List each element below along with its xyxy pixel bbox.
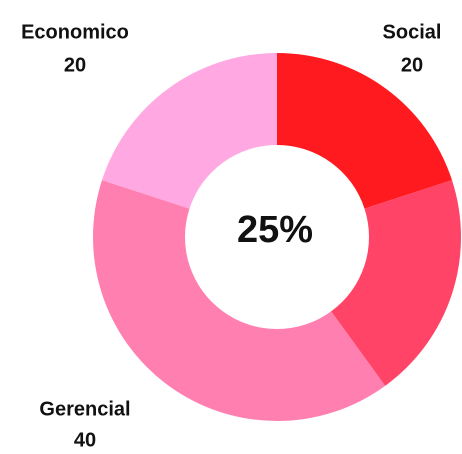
donut-segment <box>331 180 461 386</box>
segment-value: 40 <box>74 429 96 451</box>
segment-value: 20 <box>64 54 86 76</box>
segment-value: 20 <box>401 54 423 76</box>
segment-label: Gerencial <box>39 398 130 420</box>
donut-segment <box>92 180 386 421</box>
segment-label: Social <box>383 21 442 43</box>
center-label: 25% <box>237 209 313 251</box>
donut-segment <box>277 53 452 209</box>
donut-segment <box>102 53 277 209</box>
segment-label: Economico <box>21 21 129 43</box>
